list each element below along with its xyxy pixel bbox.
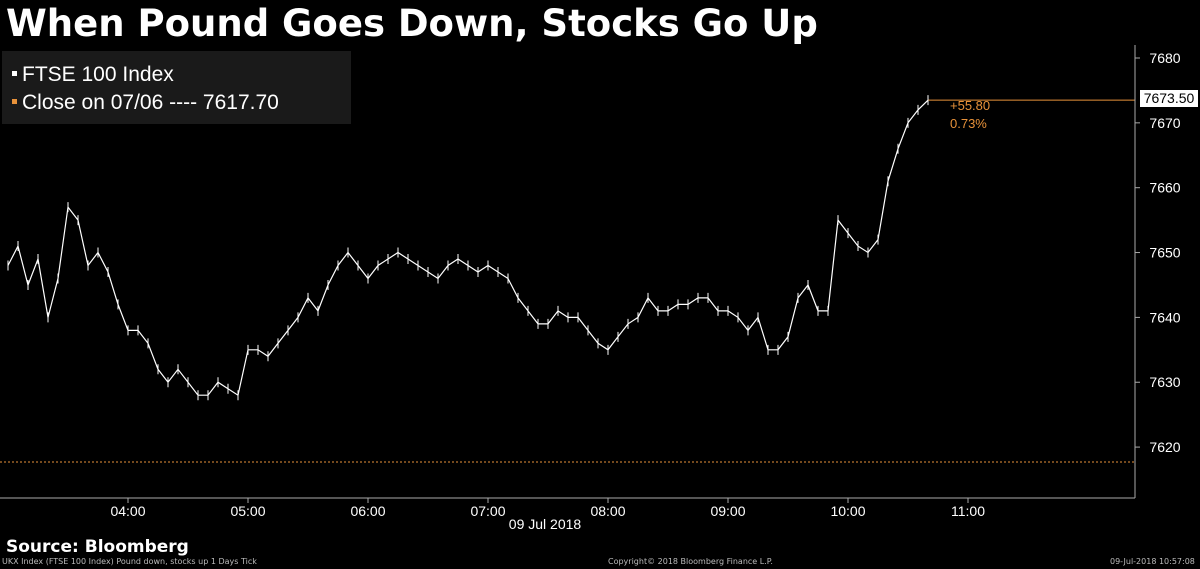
axis-group: 7620 7630 7640 7650 7660 7670 7680 04:00 05:00 06… — [0, 45, 1181, 532]
change-abs-label: +55.80 — [950, 98, 991, 113]
y-tick-label: 7680 — [1149, 50, 1180, 66]
x-tick-label: 06:00 — [350, 503, 385, 519]
y-tick-label: 7620 — [1149, 439, 1180, 455]
x-tick-label: 09:00 — [710, 503, 745, 519]
source-label: Source: Bloomberg — [6, 537, 189, 557]
footer-left: UKX Index (FTSE 100 Index) Pound down, s… — [2, 557, 257, 566]
y-tick-label: 7640 — [1149, 309, 1180, 325]
y-tick-label: 7650 — [1149, 245, 1180, 261]
change-pct-label: 0.73% — [950, 116, 987, 131]
series-group — [7, 95, 929, 401]
footer-center: Copyright© 2018 Bloomberg Finance L.P. — [608, 557, 773, 566]
legend-item-close: Close on 07/06 ---- 7617.70 — [12, 91, 279, 115]
x-tick-label: 08:00 — [590, 503, 625, 519]
legend-item-series: FTSE 100 Index — [12, 63, 174, 87]
legend-label-close: Close on 07/06 ---- 7617.70 — [22, 91, 279, 114]
x-tick-label: 05:00 — [230, 503, 265, 519]
x-axis-date-label: 09 Jul 2018 — [509, 516, 582, 532]
reference-line-group — [0, 99, 1135, 463]
last-value-tag: 7673.50 — [1140, 90, 1198, 107]
x-tick-label: 11:00 — [951, 503, 985, 519]
x-tick-label: 04:00 — [110, 503, 145, 519]
legend-swatch-close — [12, 98, 17, 104]
x-tick-label: 07:00 — [470, 503, 505, 519]
y-tick-label: 7660 — [1149, 180, 1180, 196]
x-tick-label: 10:00 — [830, 503, 865, 519]
series-line — [7, 99, 929, 397]
y-tick-label: 7630 — [1149, 374, 1180, 390]
legend-swatch-series — [12, 70, 17, 76]
legend-label-series: FTSE 100 Index — [22, 63, 174, 86]
y-tick-label: 7670 — [1149, 115, 1180, 131]
legend: FTSE 100 Index Close on 07/06 ---- 7617.… — [2, 51, 351, 124]
footer-right: 09-Jul-2018 10:57:08 — [1110, 557, 1195, 566]
chart-title: When Pound Goes Down, Stocks Go Up — [6, 2, 818, 45]
